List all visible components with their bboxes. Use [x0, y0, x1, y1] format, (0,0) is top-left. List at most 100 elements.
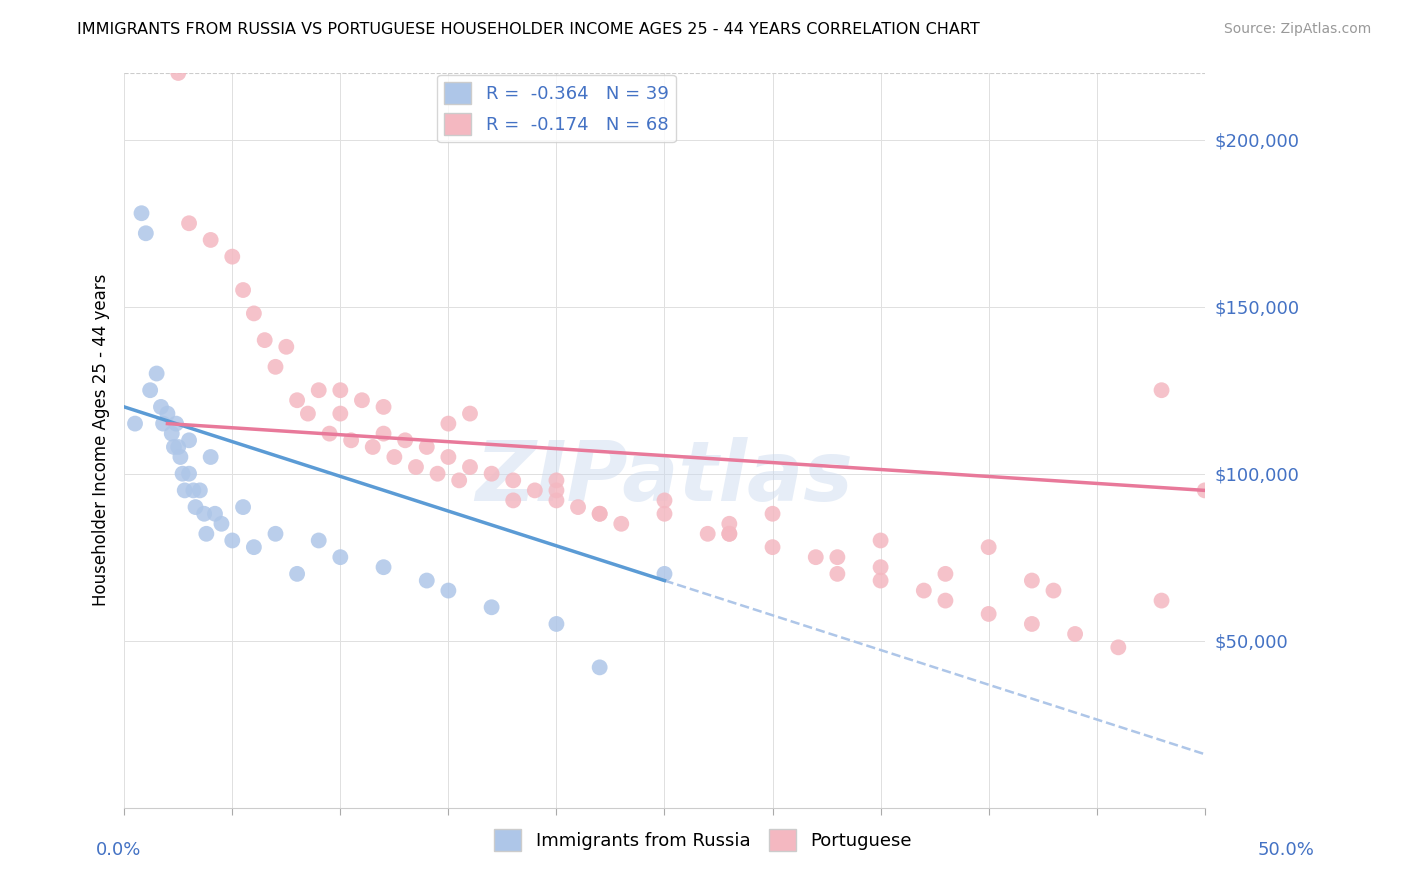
- Point: [761, 507, 783, 521]
- Point: [934, 593, 956, 607]
- Point: [232, 500, 254, 514]
- Point: [416, 440, 439, 454]
- Point: [1064, 627, 1087, 641]
- Point: [264, 526, 287, 541]
- Point: [173, 483, 195, 498]
- Point: [934, 566, 956, 581]
- Text: Source: ZipAtlas.com: Source: ZipAtlas.com: [1223, 22, 1371, 37]
- Point: [1107, 640, 1129, 655]
- Point: [588, 507, 610, 521]
- Point: [169, 450, 191, 464]
- Point: [232, 283, 254, 297]
- Point: [546, 474, 568, 488]
- Point: [437, 583, 460, 598]
- Point: [160, 426, 183, 441]
- Point: [437, 417, 460, 431]
- Point: [276, 340, 298, 354]
- Point: [804, 550, 827, 565]
- Point: [156, 407, 179, 421]
- Point: [546, 483, 568, 498]
- Point: [654, 493, 676, 508]
- Point: [373, 560, 395, 574]
- Point: [449, 474, 471, 488]
- Point: [373, 426, 395, 441]
- Point: [382, 450, 405, 464]
- Point: [318, 426, 340, 441]
- Point: [588, 507, 610, 521]
- Point: [481, 600, 503, 615]
- Point: [193, 507, 215, 521]
- Point: [350, 393, 373, 408]
- Point: [827, 566, 849, 581]
- Text: IMMIGRANTS FROM RUSSIA VS PORTUGUESE HOUSEHOLDER INCOME AGES 25 - 44 YEARS CORRE: IMMIGRANTS FROM RUSSIA VS PORTUGUESE HOU…: [77, 22, 980, 37]
- Y-axis label: Householder Income Ages 25 - 44 years: Householder Income Ages 25 - 44 years: [93, 274, 110, 607]
- Point: [869, 574, 891, 588]
- Legend: Immigrants from Russia, Portuguese: Immigrants from Russia, Portuguese: [486, 822, 920, 858]
- Point: [195, 526, 218, 541]
- Point: [502, 493, 524, 508]
- Point: [761, 540, 783, 554]
- Point: [253, 333, 276, 347]
- Point: [869, 533, 891, 548]
- Point: [163, 440, 186, 454]
- Point: [152, 417, 174, 431]
- Point: [184, 500, 207, 514]
- Point: [654, 507, 676, 521]
- Point: [221, 250, 243, 264]
- Point: [308, 383, 330, 397]
- Point: [523, 483, 546, 498]
- Point: [329, 407, 352, 421]
- Point: [718, 526, 741, 541]
- Point: [167, 66, 190, 80]
- Point: [1150, 383, 1173, 397]
- Point: [827, 550, 849, 565]
- Point: [546, 493, 568, 508]
- Point: [481, 467, 503, 481]
- Point: [200, 233, 222, 247]
- Text: 50.0%: 50.0%: [1258, 840, 1315, 858]
- Point: [329, 550, 352, 565]
- Point: [1021, 617, 1043, 632]
- Point: [329, 383, 352, 397]
- Point: [1194, 483, 1216, 498]
- Point: [200, 450, 222, 464]
- Point: [165, 417, 187, 431]
- Point: [696, 526, 718, 541]
- Point: [437, 450, 460, 464]
- Point: [172, 467, 194, 481]
- Point: [124, 417, 146, 431]
- Point: [177, 467, 200, 481]
- Point: [546, 617, 568, 632]
- Point: [718, 516, 741, 531]
- Point: [285, 566, 308, 581]
- Point: [297, 407, 319, 421]
- Point: [308, 533, 330, 548]
- Point: [361, 440, 384, 454]
- Point: [405, 460, 427, 475]
- Text: 0.0%: 0.0%: [96, 840, 141, 858]
- Point: [149, 400, 172, 414]
- Point: [167, 440, 190, 454]
- Point: [211, 516, 233, 531]
- Point: [567, 500, 589, 514]
- Point: [912, 583, 935, 598]
- Point: [977, 540, 1000, 554]
- Point: [1150, 593, 1173, 607]
- Point: [869, 560, 891, 574]
- Point: [977, 607, 1000, 621]
- Point: [718, 526, 741, 541]
- Point: [243, 540, 266, 554]
- Point: [394, 434, 416, 448]
- Point: [188, 483, 211, 498]
- Point: [458, 407, 481, 421]
- Point: [340, 434, 363, 448]
- Legend: R =  -0.364   N = 39, R =  -0.174   N = 68: R = -0.364 N = 39, R = -0.174 N = 68: [437, 75, 676, 142]
- Point: [221, 533, 243, 548]
- Point: [131, 206, 153, 220]
- Point: [145, 367, 167, 381]
- Point: [177, 216, 200, 230]
- Point: [458, 460, 481, 475]
- Point: [1042, 583, 1064, 598]
- Point: [139, 383, 162, 397]
- Point: [243, 306, 266, 320]
